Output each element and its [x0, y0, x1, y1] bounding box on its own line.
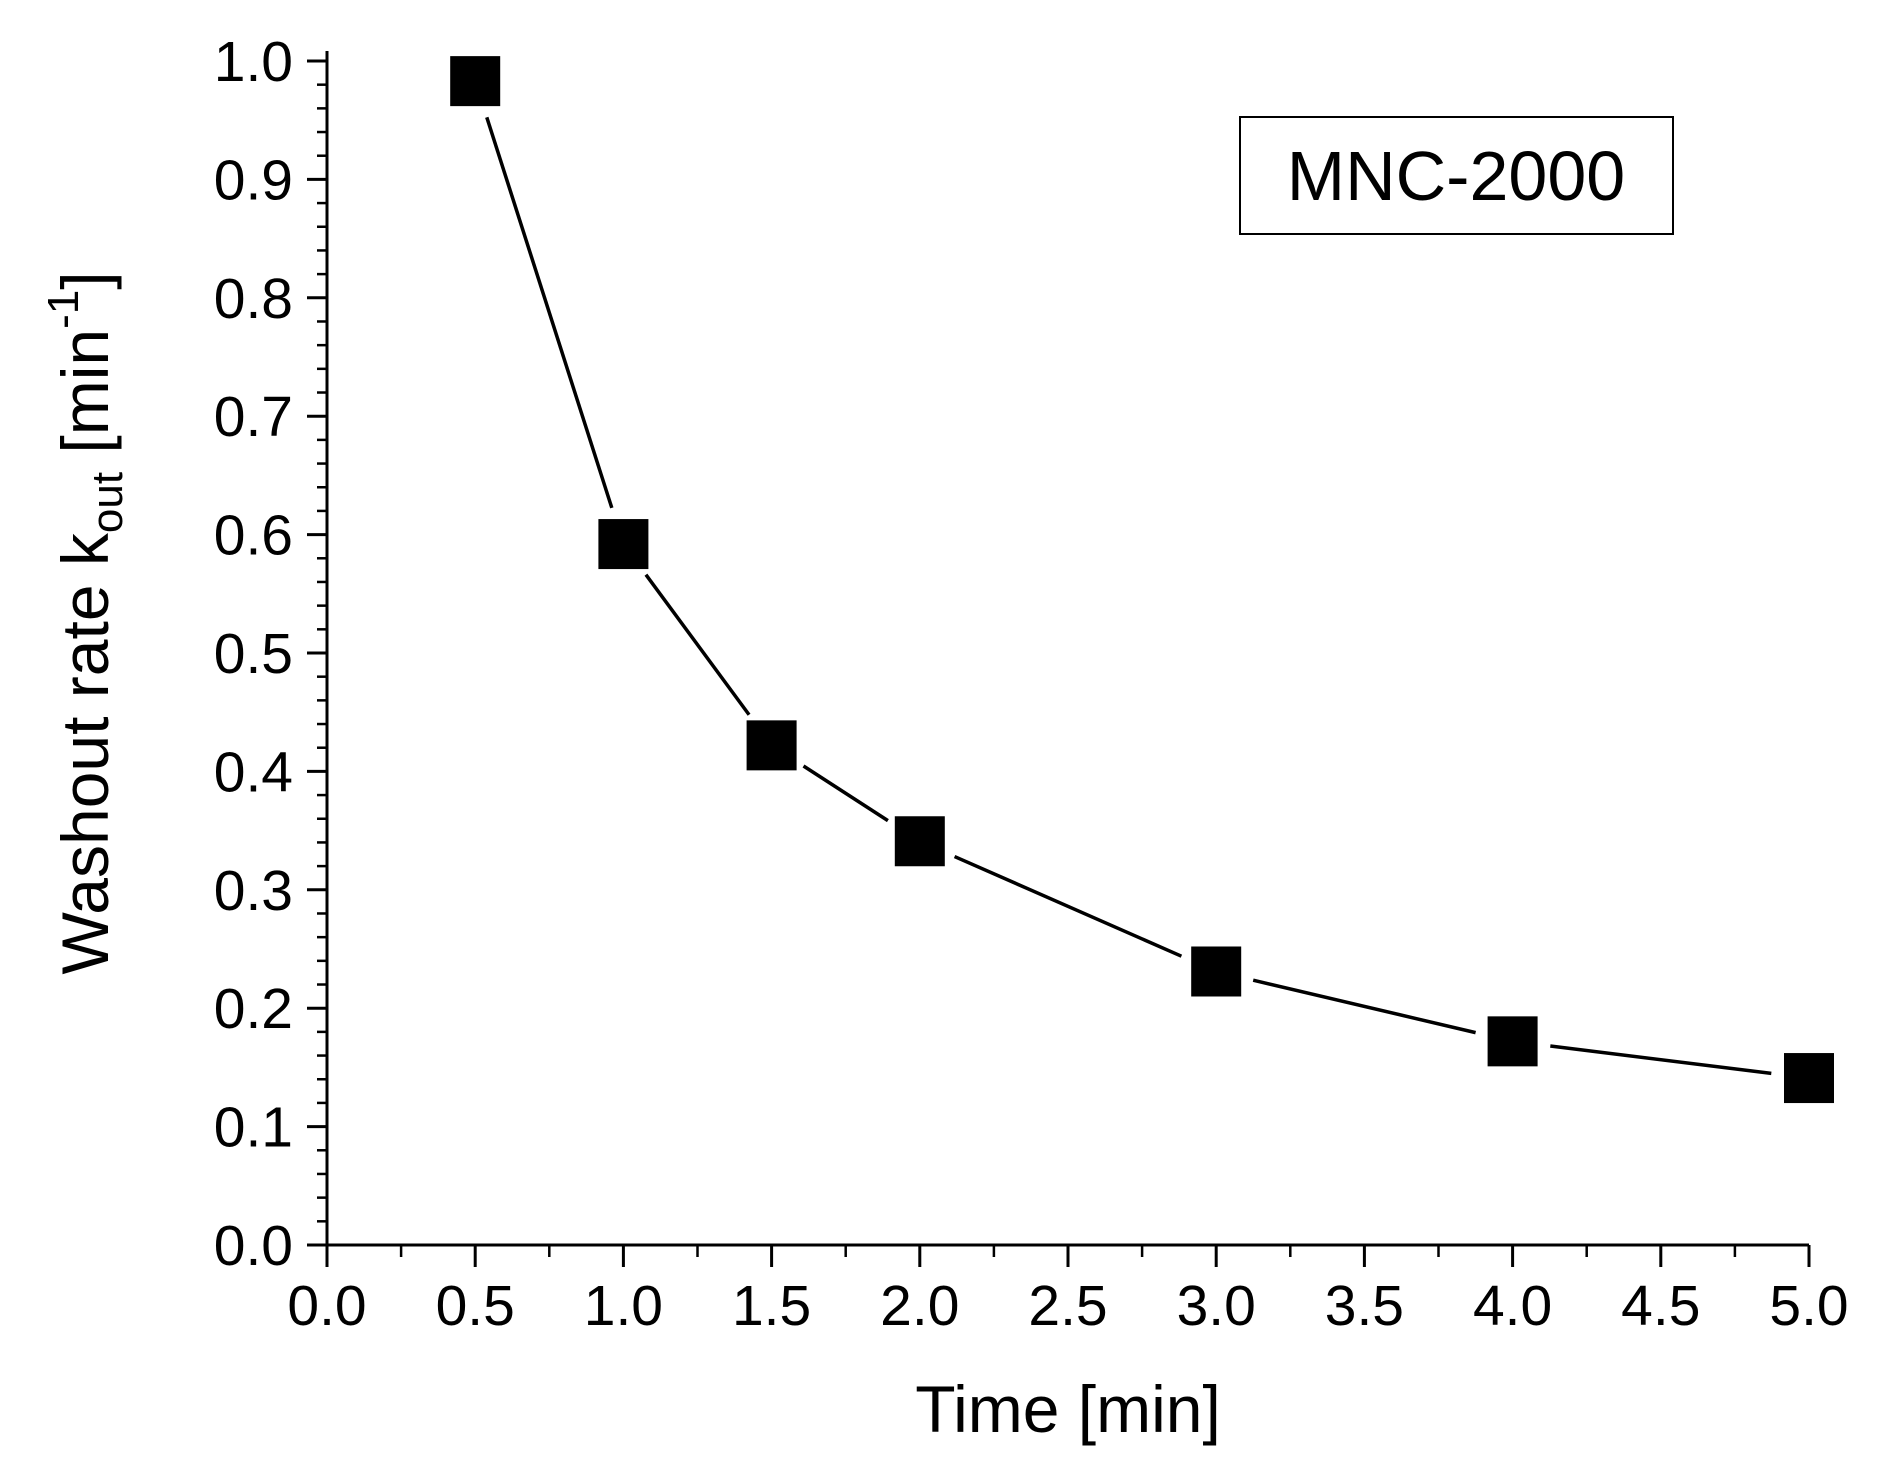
y-axis-title-unit: [min — [48, 329, 122, 472]
y-axis-title-close: ] — [48, 271, 122, 289]
y-tick-label: 0.4 — [214, 740, 293, 804]
data-point-marker — [1487, 1016, 1538, 1067]
y-tick-label: 0.7 — [214, 385, 293, 449]
data-point-marker — [746, 720, 797, 771]
y-axis-title-main: Washout rate k — [48, 532, 122, 974]
data-point-marker — [1784, 1053, 1834, 1104]
y-axis-title-subscript: out — [83, 472, 132, 533]
data-point-marker — [894, 816, 945, 867]
data-series — [450, 56, 1834, 1104]
x-tick-label: 1.5 — [732, 1274, 811, 1338]
x-tick-label: 2.0 — [880, 1274, 959, 1338]
y-tick-label: 0.8 — [214, 267, 293, 331]
y-axis-title-superscript: -1 — [39, 290, 88, 329]
x-tick-label: 1.0 — [584, 1274, 663, 1338]
series-line-segment — [644, 573, 751, 716]
data-point-marker — [1191, 946, 1242, 997]
series-line-segment — [802, 764, 889, 823]
series-line-segment — [1252, 978, 1477, 1035]
series-line-segment — [953, 854, 1183, 958]
legend-label: MNC-2000 — [1287, 137, 1625, 215]
x-tick-label: 0.5 — [436, 1274, 515, 1338]
x-tick-label: 3.0 — [1177, 1274, 1256, 1338]
x-axis-title: Time [min] — [915, 1372, 1221, 1446]
series-line-segment — [485, 116, 614, 509]
x-tick-label: 3.5 — [1325, 1274, 1404, 1338]
axis-labels: Time [min] Washout rate kout [min-1] — [39, 271, 1221, 1446]
series-line-segment — [1550, 1044, 1772, 1076]
y-tick-label: 1.0 — [214, 30, 293, 94]
y-tick-label: 0.6 — [214, 504, 293, 568]
y-tick-label: 0.0 — [214, 1214, 293, 1278]
y-tick-label: 0.2 — [214, 977, 293, 1041]
y-tick-label: 0.1 — [214, 1096, 293, 1160]
legend: MNC-2000 — [1239, 116, 1674, 235]
x-tick-label: 4.5 — [1621, 1274, 1700, 1338]
x-tick-label: 0.0 — [287, 1274, 366, 1338]
y-tick-label: 0.3 — [214, 859, 293, 923]
data-point-marker — [450, 56, 501, 107]
ticks: 0.0 0.1 0.2 0.3 0.4 0.5 0.6 0.7 0.8 0.9 1.0 0.0 0.5 1… — [214, 30, 1849, 1338]
y-tick-label: 0.5 — [214, 622, 293, 686]
x-tick-label: 4.0 — [1473, 1274, 1552, 1338]
legend-box — [1239, 116, 1674, 235]
y-axis-title: Washout rate kout [min-1] — [39, 271, 132, 974]
x-tick-label: 2.5 — [1028, 1274, 1107, 1338]
x-tick-label: 5.0 — [1769, 1274, 1848, 1338]
data-point-marker — [598, 519, 649, 570]
y-tick-label: 0.9 — [214, 148, 293, 212]
